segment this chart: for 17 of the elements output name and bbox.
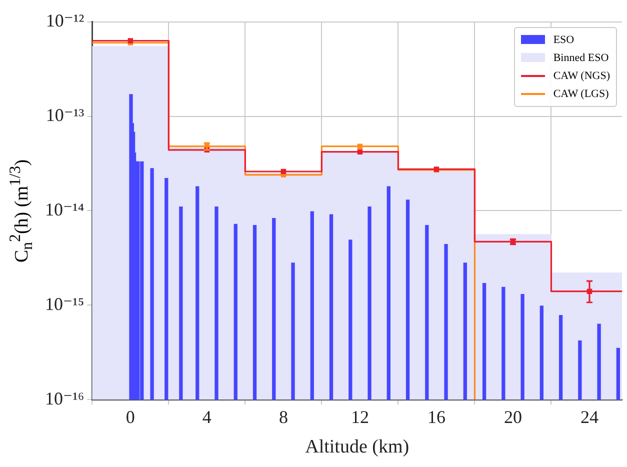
y-tick-label: 10⁻¹⁶	[44, 388, 84, 408]
x-tick-label: 8	[278, 407, 288, 428]
legend-label: CAW (NGS)	[553, 68, 610, 84]
x-tick-label: 16	[427, 407, 446, 428]
legend-label: ESO	[553, 32, 574, 48]
y-tick-label: 10⁻¹⁴	[44, 199, 84, 220]
x-tick-label: 4	[202, 407, 212, 428]
y-tick-label: 10⁻¹⁵	[44, 294, 84, 314]
x-tick-label: 24	[580, 407, 598, 428]
x-tick-label: 0	[126, 407, 135, 428]
x-tick-label: 20	[504, 407, 522, 428]
y-tick-label: 10⁻¹³	[46, 104, 85, 125]
x-axis-title: Altitude (km)	[305, 436, 410, 458]
legend-label: CAW (LGS)	[553, 86, 609, 102]
y-tick-label: 10⁻¹²	[46, 10, 84, 31]
legend-label: Binned ESO	[553, 50, 609, 66]
x-tick-label: 12	[350, 407, 369, 428]
